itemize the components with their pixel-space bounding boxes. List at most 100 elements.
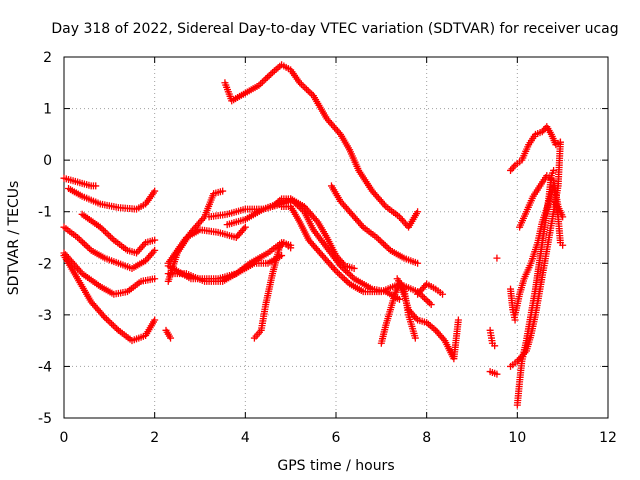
data-series — [486, 368, 501, 378]
data-point-marker — [550, 166, 558, 174]
y-tick-label: 1 — [43, 102, 52, 118]
data-point-marker — [380, 240, 388, 248]
data-point-marker — [439, 290, 447, 298]
data-point-marker — [92, 182, 100, 190]
x-axis-label: GPS time / hours — [277, 458, 394, 474]
data-point-marker — [334, 269, 342, 277]
data-point-marker — [395, 295, 403, 303]
data-point-marker — [383, 243, 391, 251]
data-point-marker — [493, 254, 501, 262]
data-point-marker — [347, 272, 355, 280]
data-point-marker — [151, 246, 159, 254]
data-series — [60, 174, 100, 190]
data-point-marker — [454, 316, 462, 324]
chart-title: Day 318 of 2022, Sidereal Day-to-day VTE… — [51, 21, 618, 37]
data-point-marker — [559, 241, 567, 249]
data-point-marker — [151, 316, 159, 324]
data-point-marker — [556, 138, 564, 146]
data-series — [507, 123, 564, 174]
y-tick-label: -1 — [38, 205, 52, 221]
data-point-marker — [303, 85, 311, 93]
data-point-marker — [493, 370, 501, 378]
x-tick-label: 12 — [599, 430, 617, 446]
data-point-marker — [420, 294, 428, 302]
data-point-marker — [77, 237, 85, 245]
data-point-marker — [381, 242, 389, 250]
data-series — [493, 254, 501, 262]
data-series — [327, 182, 422, 267]
data-point-marker — [103, 315, 110, 323]
grid — [64, 57, 608, 418]
data-point-marker — [299, 82, 307, 90]
data-point-marker — [424, 297, 432, 305]
data-point-marker — [376, 237, 384, 245]
data-point-marker — [559, 213, 567, 221]
data-point-marker — [151, 275, 159, 283]
data-point-marker — [411, 334, 419, 342]
data-point-marker — [241, 223, 249, 231]
data-points — [60, 61, 567, 409]
data-series — [486, 326, 499, 350]
data-series — [250, 239, 295, 342]
data-point-marker — [111, 323, 119, 331]
x-tick-label: 4 — [241, 430, 250, 446]
x-tick-label: 10 — [508, 430, 526, 446]
data-point-marker — [258, 78, 266, 86]
data-point-marker — [100, 226, 108, 234]
y-tick-label: -4 — [38, 359, 52, 375]
y-tick-label: -5 — [38, 411, 52, 427]
x-tick-label: 0 — [60, 430, 69, 446]
data-point-marker — [109, 321, 117, 329]
data-series — [516, 172, 567, 231]
data-point-marker — [151, 187, 159, 195]
data-series — [65, 185, 159, 213]
data-series — [78, 210, 159, 257]
data-series — [393, 275, 419, 342]
data-point-marker — [339, 273, 347, 281]
data-point-marker — [335, 270, 343, 278]
data-point-marker — [267, 70, 275, 78]
data-point-marker — [104, 317, 112, 325]
data-point-marker — [103, 230, 111, 238]
data-point-marker — [108, 320, 116, 328]
data-series — [221, 61, 422, 231]
data-point-marker — [414, 259, 422, 267]
x-tick-label: 8 — [422, 430, 431, 446]
data-point-marker — [106, 318, 114, 326]
data-point-marker — [350, 264, 358, 272]
x-axis: 0 2 4 6 8 10 12 — [60, 57, 617, 446]
data-point-marker — [427, 301, 435, 309]
data-series — [162, 326, 175, 342]
data-point-marker — [337, 272, 345, 280]
data-point-marker — [106, 233, 114, 241]
data-point-marker — [219, 187, 227, 195]
x-tick-label: 2 — [150, 430, 159, 446]
data-point-marker — [263, 73, 271, 81]
data-point-marker — [80, 240, 88, 248]
data-point-marker — [345, 270, 353, 278]
data-point-marker — [301, 84, 309, 92]
data-point-marker — [341, 275, 348, 283]
data-point-marker — [105, 231, 113, 239]
data-point-marker — [265, 72, 273, 80]
y-tick-label: 2 — [43, 50, 52, 66]
data-point-marker — [84, 243, 92, 251]
data-point-marker — [304, 87, 312, 95]
data-series — [60, 252, 159, 345]
data-point-marker — [101, 228, 109, 236]
data-series — [164, 223, 249, 267]
data-point-marker — [422, 296, 430, 304]
data-point-marker — [342, 267, 350, 275]
x-tick-label: 6 — [332, 430, 341, 446]
data-point-marker — [342, 277, 350, 285]
data-point-marker — [260, 77, 268, 85]
y-tick-label: 0 — [43, 153, 52, 169]
data-point-marker — [82, 242, 90, 250]
data-point-marker — [491, 342, 499, 350]
data-series — [60, 223, 159, 272]
data-point-marker — [79, 238, 87, 246]
data-point-marker — [287, 244, 295, 252]
data-point-marker — [167, 334, 175, 342]
y-axis-label: SDTVAR / TECUs — [6, 181, 22, 296]
